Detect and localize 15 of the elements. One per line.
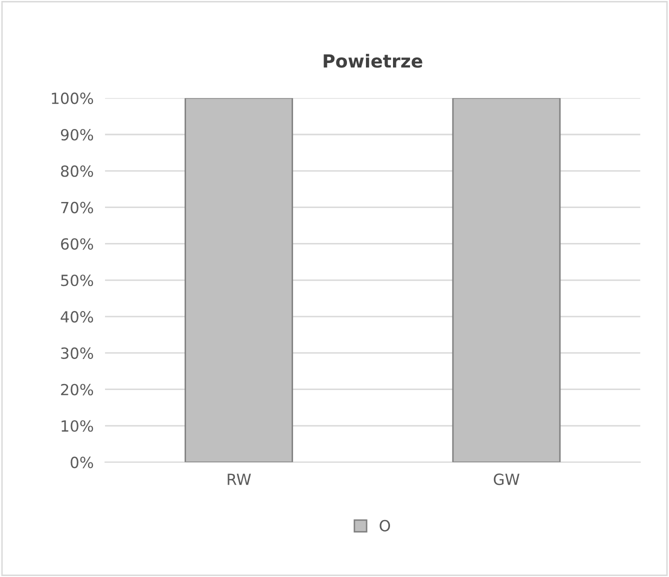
y-tick-label: 100% [52, 92, 94, 104]
y-tick-label: 60% [61, 238, 94, 250]
y-tick-label: 20% [61, 384, 94, 396]
chart-title: Powietrze [324, 54, 422, 68]
y-tick-label: 70% [61, 202, 94, 214]
y-tick-label: 0% [70, 456, 94, 468]
y-tick-label: 10% [62, 420, 94, 432]
y-tick-label: 30% [61, 347, 94, 359]
x-tick-label: GW [494, 474, 520, 486]
y-tick-label: 40% [60, 311, 94, 323]
x-tick-label: RW [228, 474, 251, 485]
y-tick-label: 90% [60, 128, 94, 141]
y-tick-label: 50% [61, 274, 94, 286]
legend-label: O [380, 520, 390, 532]
y-tick-label: 80% [61, 165, 94, 177]
